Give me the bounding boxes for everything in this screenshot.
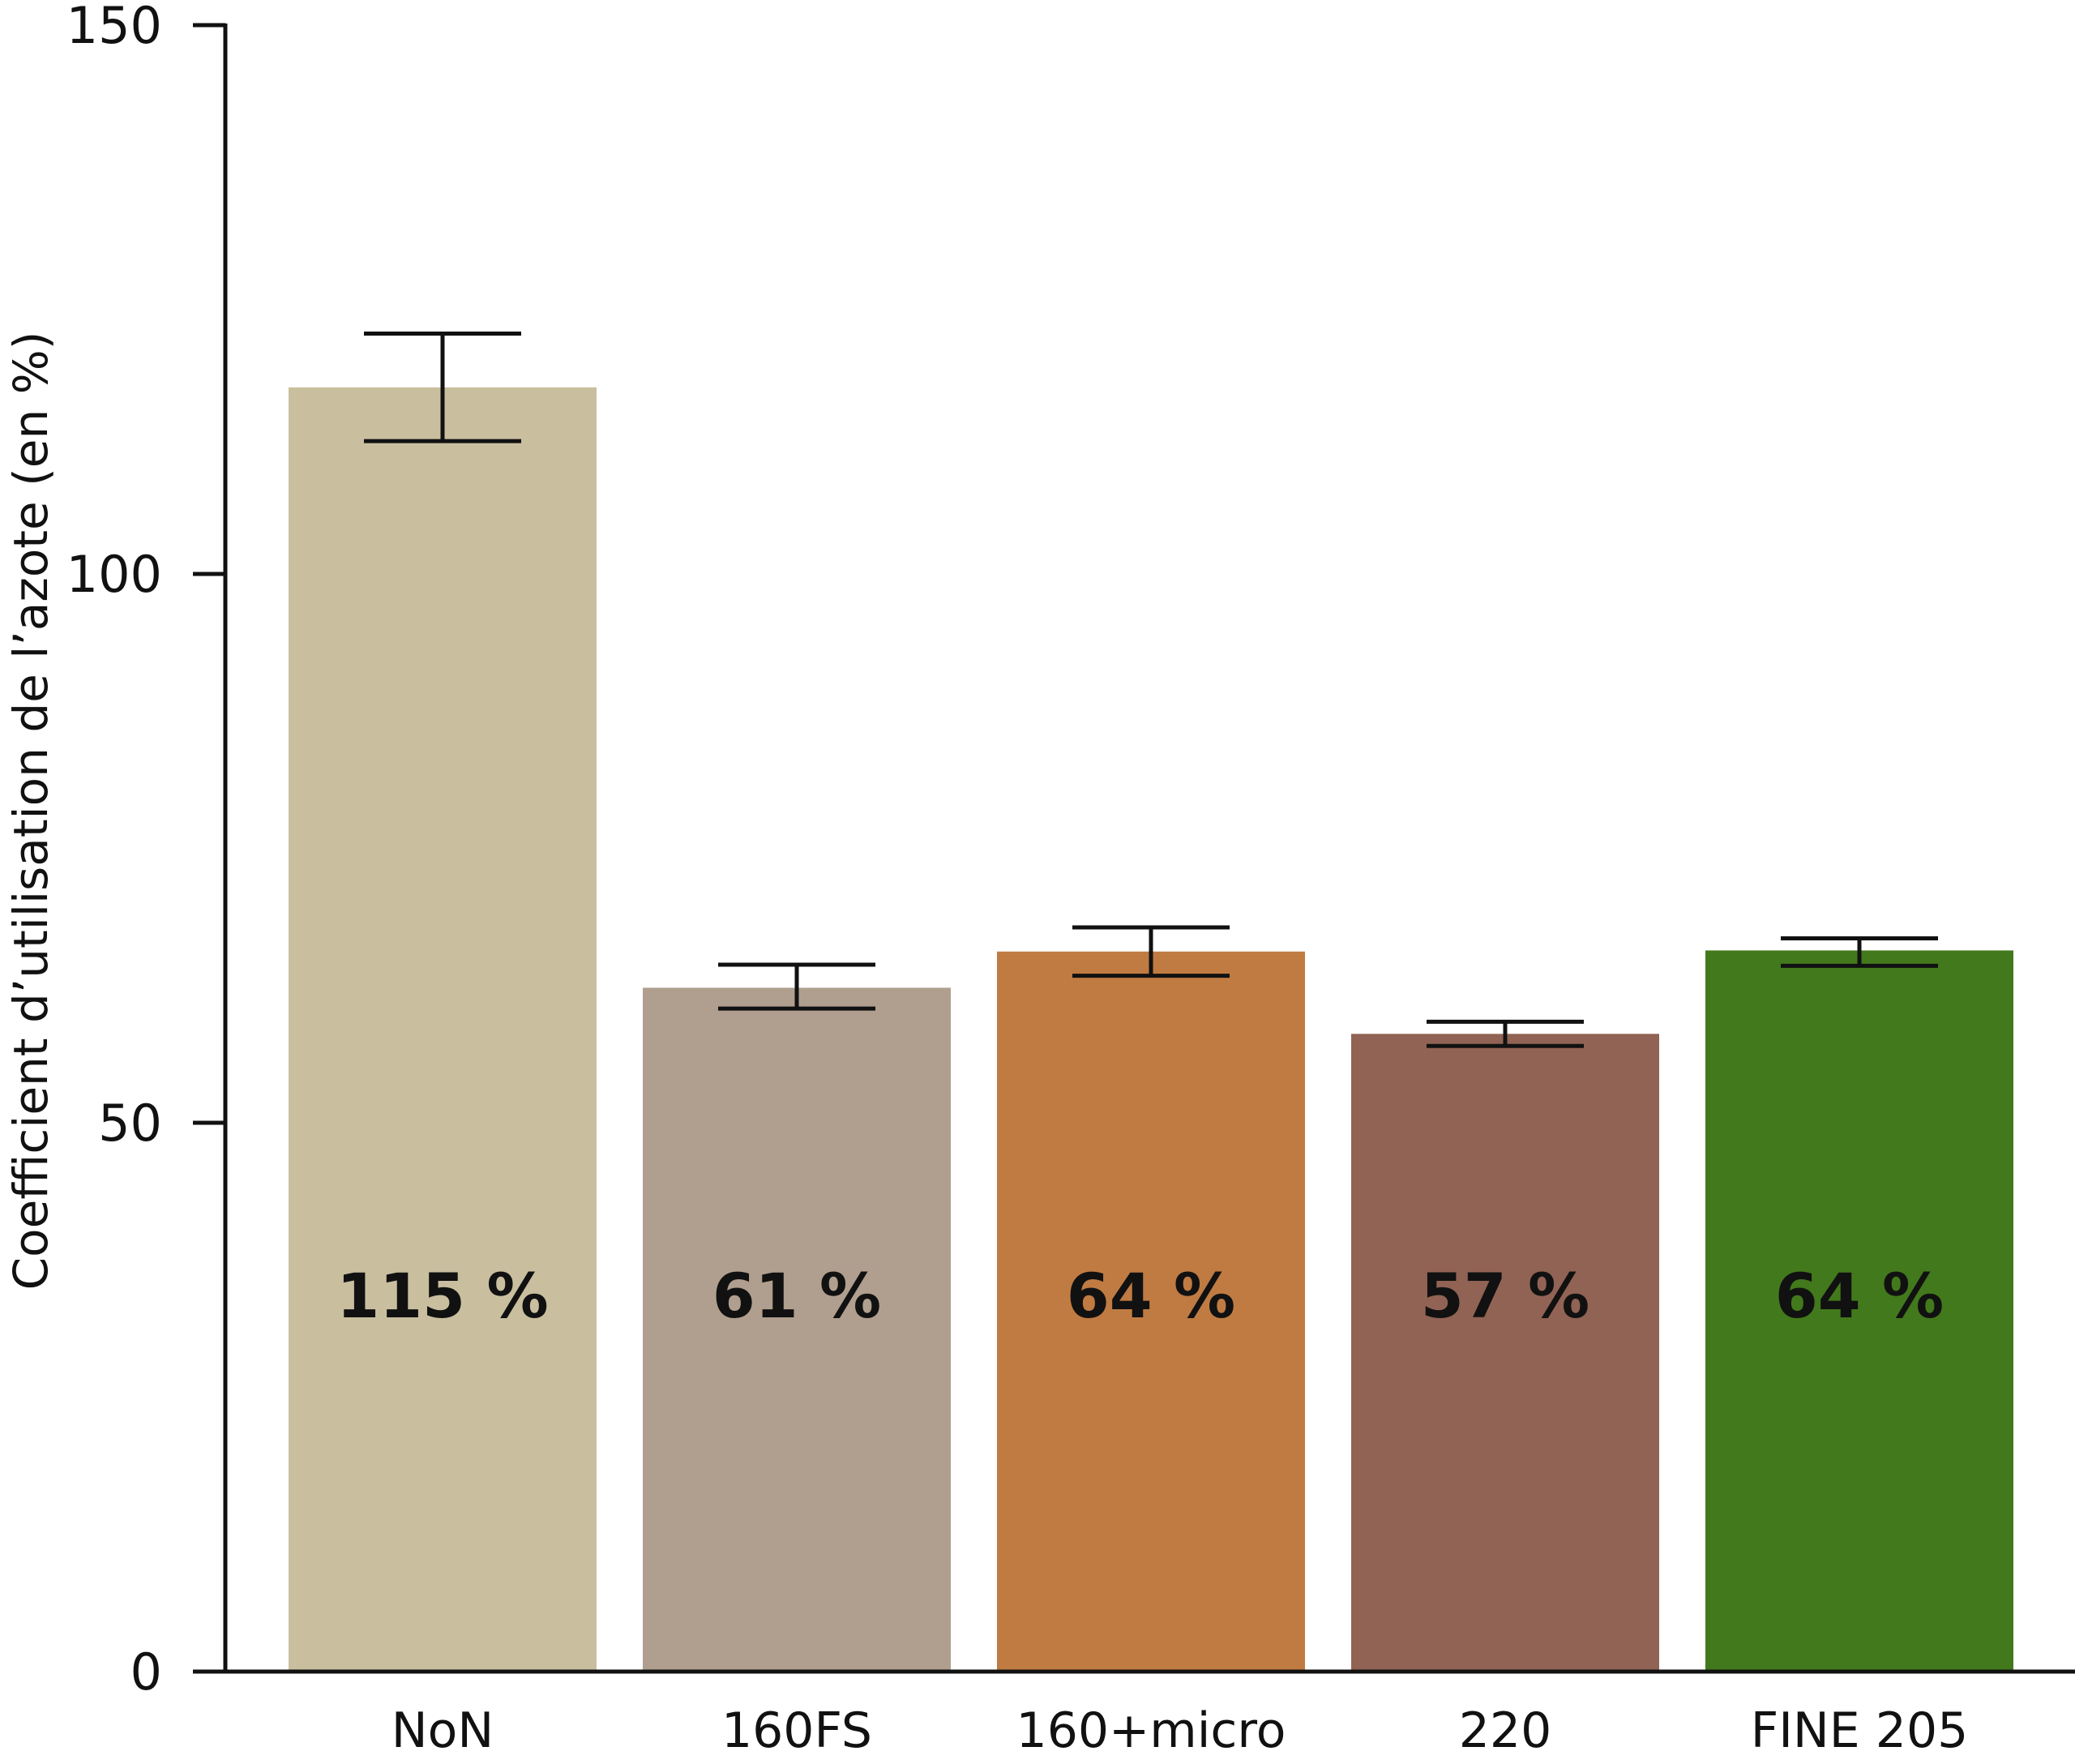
x-tick-label: 220 — [1459, 1702, 1552, 1759]
bars — [289, 387, 2013, 1672]
bar-160+micro — [997, 951, 1305, 1672]
x-tick-label: 160FS — [721, 1702, 872, 1759]
y-tick-label: 150 — [66, 0, 162, 55]
error-bar-160+micro — [1072, 925, 1230, 978]
data-label-FINE 205: 64 % — [1775, 1260, 1944, 1332]
error-bars — [364, 331, 1938, 1048]
error-bar-FINE 205 — [1781, 936, 1938, 968]
data-label-220: 57 % — [1421, 1260, 1589, 1332]
x-tick-label: 160+micro — [1016, 1702, 1286, 1759]
x-tick-label: NoN — [391, 1702, 494, 1759]
y-tick-label: 0 — [130, 1642, 162, 1702]
error-bar-160FS — [718, 962, 875, 1011]
y-axis-ticks: 0 50 100 150 — [66, 0, 225, 1702]
data-label-160+micro: 64 % — [1067, 1260, 1235, 1332]
data-label-160FS: 61 % — [712, 1260, 881, 1332]
data-labels: 115 % 61 % 64 % 57 % 64 % — [336, 1260, 1944, 1332]
bar-220 — [1351, 1034, 1659, 1672]
data-label-NoN: 115 % — [336, 1260, 548, 1332]
y-tick-label: 100 — [66, 545, 162, 604]
error-bar-220 — [1427, 1019, 1584, 1048]
x-axis-labels: NoN 160FS 160+micro 220 FINE 205 — [391, 1702, 1969, 1759]
bar-NoN — [289, 387, 597, 1672]
y-tick-label: 50 — [98, 1094, 162, 1153]
bar-FINE 205 — [1705, 950, 2013, 1672]
error-bar-NoN — [364, 331, 521, 443]
bar-160FS — [643, 987, 951, 1672]
y-axis-label: Coefficient d’utilisation de l’azote (en… — [3, 332, 58, 1291]
x-tick-label: FINE 205 — [1751, 1702, 1969, 1759]
